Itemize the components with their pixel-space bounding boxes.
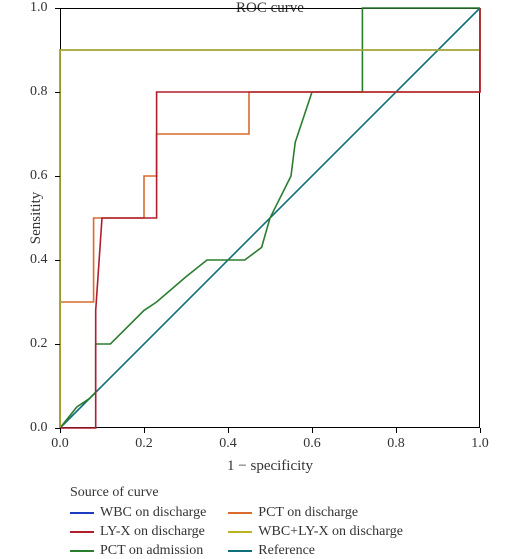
x-tick xyxy=(228,428,229,433)
legend-swatch xyxy=(70,550,94,552)
legend-col: WBC on discharge LY-X on discharge PCT on … xyxy=(70,505,206,559)
legend-swatch xyxy=(228,550,252,552)
x-tick xyxy=(144,428,145,433)
y-tick xyxy=(55,92,60,93)
legend-label: LY-X on discharge xyxy=(100,524,205,540)
x-tick xyxy=(396,428,397,433)
y-tick-label: 0.0 xyxy=(30,420,48,436)
legend-item-wbc_lyx_discharge: WBC+LY-X on discharge xyxy=(228,524,403,540)
y-tick-label: 0.6 xyxy=(30,168,48,184)
x-tick-label: 0.6 xyxy=(303,436,321,452)
x-tick xyxy=(312,428,313,433)
legend-swatch xyxy=(228,531,252,533)
legend-col: PCT on discharge WBC+LY-X on discharge Ref… xyxy=(228,505,403,559)
y-tick xyxy=(55,428,60,429)
legend-columns: WBC on discharge LY-X on discharge PCT on … xyxy=(70,505,403,559)
y-tick xyxy=(55,260,60,261)
y-axis-label: Sensitity xyxy=(28,192,45,245)
y-tick-label: 1.0 xyxy=(30,0,48,16)
legend-item-pct_discharge: PCT on discharge xyxy=(228,505,403,521)
y-tick-label: 0.4 xyxy=(30,252,48,268)
legend-label: Reference xyxy=(258,543,315,559)
legend-swatch xyxy=(228,512,252,514)
x-tick-label: 0.8 xyxy=(387,436,405,452)
x-tick xyxy=(480,428,481,433)
x-axis-label: 1 − specificity xyxy=(227,458,313,475)
legend-item-wbc_discharge: WBC on discharge xyxy=(70,505,206,521)
roc-chart: ROC curve 1 − specificity Sensitity 0.00… xyxy=(60,8,480,428)
legend-item-pct_admission: PCT on admission xyxy=(70,543,206,559)
y-tick xyxy=(55,8,60,9)
legend-label: PCT on admission xyxy=(100,543,203,559)
legend-item-reference: Reference xyxy=(228,543,403,559)
y-tick-label: 0.2 xyxy=(30,336,48,352)
legend-item-lyx_discharge: LY-X on discharge xyxy=(70,524,206,540)
legend: Source of curve WBC on discharge LY-X on … xyxy=(70,485,403,559)
legend-swatch xyxy=(70,531,94,533)
x-tick-label: 0.2 xyxy=(135,436,153,452)
x-tick-label: 1.0 xyxy=(471,436,489,452)
legend-title: Source of curve xyxy=(70,485,403,501)
y-tick xyxy=(55,344,60,345)
y-tick-label: 0.8 xyxy=(30,84,48,100)
legend-label: PCT on discharge xyxy=(258,505,358,521)
x-tick xyxy=(60,428,61,433)
x-tick-label: 0.0 xyxy=(51,436,69,452)
plot-svg xyxy=(60,8,480,428)
legend-swatch xyxy=(70,512,94,514)
legend-label: WBC+LY-X on discharge xyxy=(258,524,403,540)
x-tick-label: 0.4 xyxy=(219,436,237,452)
y-tick xyxy=(55,176,60,177)
legend-label: WBC on discharge xyxy=(100,505,206,521)
